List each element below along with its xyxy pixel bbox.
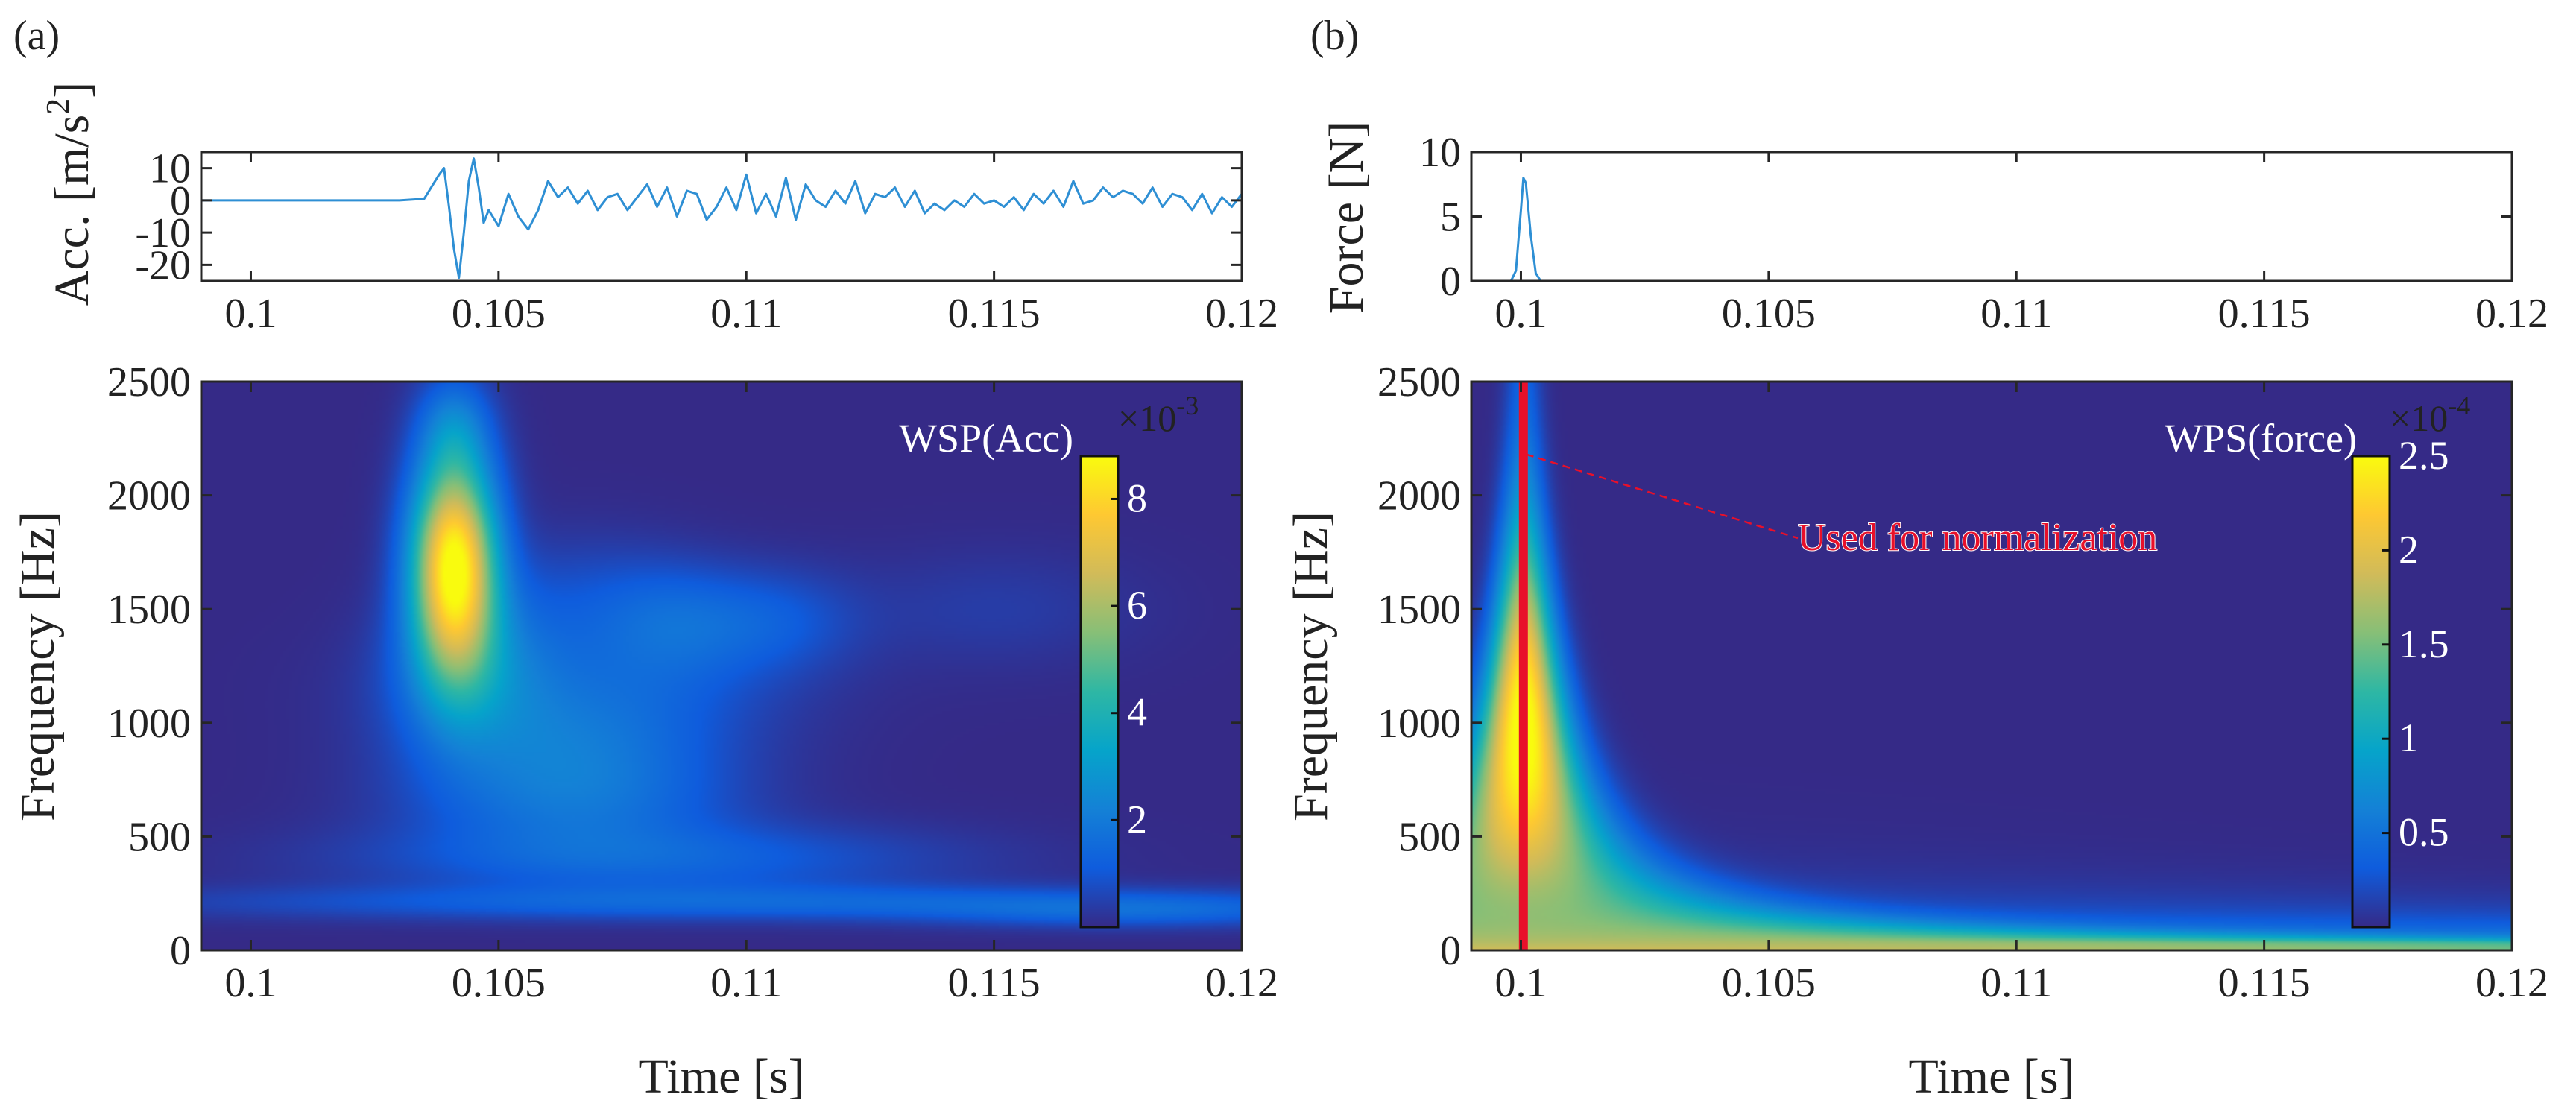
force-xtick-label: 0.11: [1980, 291, 2052, 337]
force-series-line: [1471, 177, 2512, 281]
wps-ytick-label: 0: [1440, 928, 1461, 974]
acc-xtick-label: 0.1: [224, 291, 277, 337]
force-axes-box: [1470, 151, 2513, 282]
wps-cbtick-label: 2.5: [2399, 433, 2449, 478]
wps-xtick-label: 0.105: [1722, 960, 1816, 1006]
wsp-xtick-label: 0.12: [1205, 960, 1278, 1006]
annotation-leader-line: [1526, 453, 1799, 540]
acc-ytick-label: 0: [170, 178, 191, 224]
normalization-annotation: Used for normalization: [1798, 516, 2157, 559]
acc-xtick-label: 0.105: [452, 291, 546, 337]
wsp-ylabel: Frequency [Hz]: [10, 511, 65, 821]
force-xtick-label: 0.1: [1494, 291, 1547, 337]
wsp-cbtick-label: 4: [1127, 690, 1147, 735]
wps-ytick-label: 2500: [1377, 359, 1461, 405]
wps-xtick-label: 0.12: [2475, 960, 2548, 1006]
force-ytick-label: 0: [1440, 259, 1461, 305]
wps-cbtick-label: 0.5: [2399, 810, 2449, 855]
wsp-ytick-label: 2500: [107, 359, 191, 405]
wps-xtick-label: 0.115: [2218, 960, 2311, 1006]
force-xtick-label: 0.12: [2475, 291, 2548, 337]
wsp-colorbar-exponent: ×10-3: [1118, 391, 1199, 439]
wps-cbtick-label: 2: [2399, 527, 2419, 572]
acc-trace: [201, 157, 1242, 279]
force-ytick-label: 10: [1419, 130, 1461, 176]
wps-ylabel: Frequency [Hz]: [1284, 511, 1338, 821]
acc-series-line: [201, 157, 1242, 279]
wsp-title: WSP(Acc): [899, 416, 1073, 461]
wps-ytick-label: 500: [1398, 814, 1461, 860]
wsp-xtick-label: 0.1: [224, 960, 277, 1006]
wsp-ytick-label: 500: [128, 814, 191, 860]
wsp-ytick-label: 1500: [107, 587, 191, 633]
wsp-heatmap-image: [201, 382, 1242, 950]
wsp-cbtick-label: 6: [1127, 583, 1147, 628]
wps-heatmap-image: [1471, 382, 2512, 950]
panel-label-a: (a): [13, 13, 60, 59]
wps-colorbar-bar: [2351, 455, 2391, 929]
acc-plot: 100-10-20 0.1 0.105 0.11 0.115 0.12 Acc. [m/…: [40, 82, 1278, 337]
wps-heatmap-plot: Used for normalization 2500 2000 1500 1000 5…: [1284, 359, 2548, 1104]
wps-ytick-label: 1500: [1377, 587, 1461, 633]
wps-colorbar: 2.5 2 1.5 1 0.5 ×10-4: [2351, 391, 2470, 929]
acc-xtick-label: 0.12: [1205, 291, 1278, 337]
wps-xtick-label: 0.11: [1980, 960, 2052, 1006]
wps-ytick-label: 1000: [1377, 701, 1461, 747]
acc-ytick-label: -10: [135, 210, 191, 256]
force-ylabel: Force [N]: [1319, 121, 1374, 314]
wps-axes-box: [1470, 380, 2513, 952]
wsp-heatmap-plot: 2500 2000 1500 1000 500 0 0.1 0.105 0.11 0.115 0.…: [10, 359, 1278, 1104]
force-trace: [1471, 177, 2512, 281]
wsp-axes-box: [200, 380, 1243, 952]
wsp-ytick-label: 1000: [107, 701, 191, 747]
acc-axes-box: [200, 151, 1243, 282]
force-ytick-label: 5: [1440, 195, 1461, 241]
wsp-xlabel: Time [s]: [638, 1049, 804, 1104]
acc-xtick-label: 0.11: [710, 291, 782, 337]
wps-cbtick-label: 1.5: [2399, 622, 2449, 666]
wps-xlabel: Time [s]: [1908, 1049, 2074, 1104]
acc-ylabel: Acc. [m/s2]: [40, 82, 99, 306]
wsp-xtick-label: 0.115: [948, 960, 1041, 1006]
force-xtick-label: 0.115: [2218, 291, 2311, 337]
wsp-colorbar-bar: [1079, 455, 1120, 929]
wsp-xtick-label: 0.105: [452, 960, 546, 1006]
wsp-cbtick-label: 2: [1127, 797, 1147, 841]
wps-colorbar-exponent: ×10-4: [2390, 391, 2470, 439]
wsp-ytick-label: 0: [170, 928, 191, 974]
wps-title: WPS(force): [2165, 416, 2357, 461]
force-xtick-label: 0.105: [1722, 291, 1816, 337]
acc-ytick-label: 10: [149, 146, 191, 192]
acc-ytick-label: -20: [135, 242, 191, 288]
wsp-xtick-label: 0.11: [710, 960, 782, 1006]
wps-cbtick-label: 1: [2399, 715, 2419, 760]
wsp-cbtick-label: 8: [1127, 476, 1147, 520]
panel-label-b: (b): [1310, 13, 1359, 59]
wps-ytick-label: 2000: [1377, 473, 1461, 519]
wsp-colorbar: 8 6 4 2 ×10-3: [1079, 391, 1199, 929]
force-plot: 10 5 0 0.1 0.105 0.11 0.115 0.12 Force [N]: [1319, 121, 2548, 337]
wsp-ytick-label: 2000: [107, 473, 191, 519]
wps-xtick-label: 0.1: [1494, 960, 1547, 1006]
acc-xtick-label: 0.115: [948, 291, 1041, 337]
